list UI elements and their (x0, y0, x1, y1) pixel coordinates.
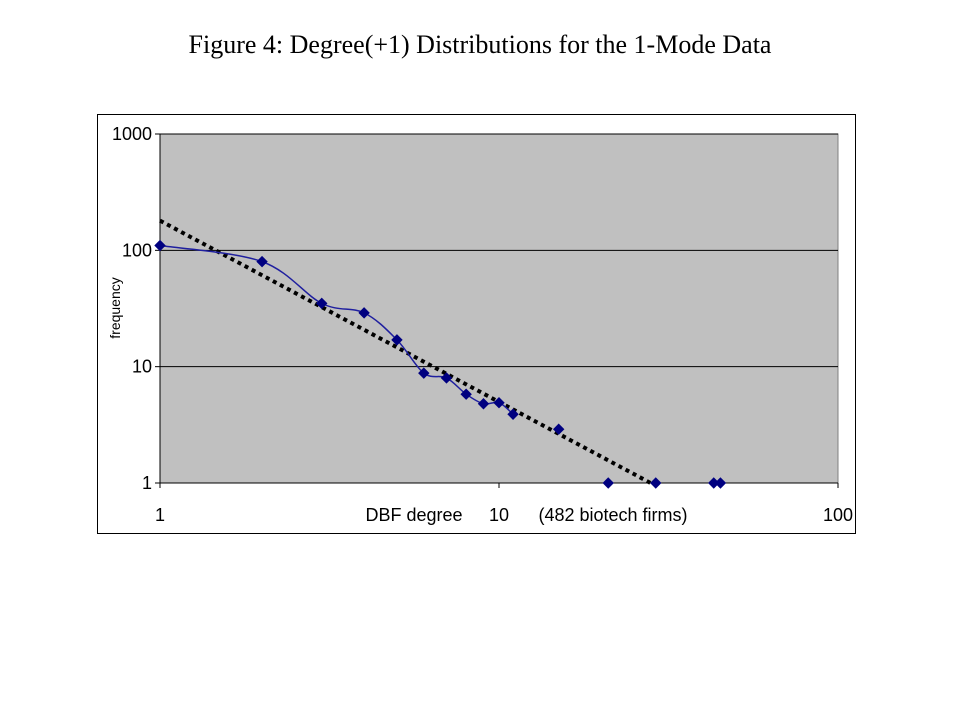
data-point (154, 239, 166, 252)
y-axis-label: frequency (107, 277, 123, 338)
data-point (552, 423, 565, 435)
plot-area (159, 133, 839, 484)
y-tick-label: 10 (132, 357, 152, 377)
data-point (477, 398, 490, 410)
data-point (650, 477, 662, 489)
data-point (507, 408, 519, 420)
x-axis-label-note: (482 biotech firms) (538, 505, 687, 525)
page-title: Figure 4: Degree(+1) Distributions for t… (188, 30, 772, 59)
x-tick-label: 1 (155, 505, 165, 525)
data-point (493, 396, 505, 409)
data-point (256, 255, 268, 268)
x-axis-label: DBF degree (365, 505, 462, 525)
y-tick-labels: 1 10 100 1000 (112, 124, 152, 493)
data-point (358, 307, 370, 319)
x-tick-label: 10 (489, 505, 509, 525)
y-tick-label: 1 (142, 473, 152, 493)
y-tick-label: 100 (122, 240, 152, 260)
data-point (714, 477, 727, 489)
x-tick-labels: 1 10 100 (155, 505, 853, 525)
data-point (418, 367, 430, 379)
data-markers (154, 239, 727, 489)
data-point (316, 297, 328, 310)
data-point (391, 334, 403, 346)
x-tick-label: 100 (823, 505, 853, 525)
data-point (440, 372, 453, 384)
data-point (460, 388, 472, 400)
y-tick-label: 1000 (112, 124, 152, 144)
data-point (602, 477, 614, 489)
